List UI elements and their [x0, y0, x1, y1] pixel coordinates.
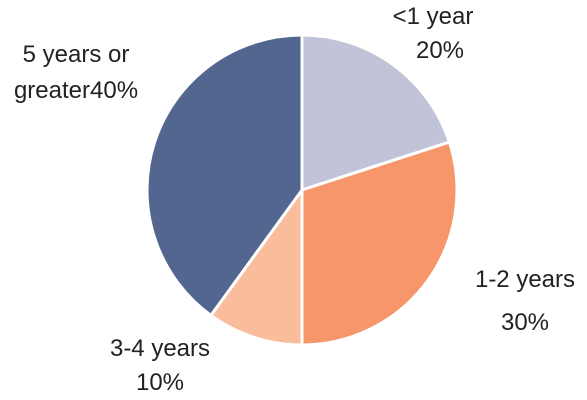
slice-label-line1: 5 years or [23, 41, 130, 68]
pie-labels: <1 year 20% 1-2 years 30% 3-4 years 10% 5 year… [14, 3, 575, 396]
slice-label-name: 1-2 years [475, 266, 575, 293]
slice-label-line2: greater40% [14, 77, 138, 104]
slice-label-name: 3-4 years [110, 335, 210, 362]
slice-label-value: 20% [416, 37, 464, 64]
pie-slices [145, 33, 459, 347]
slice-label-name: <1 year [393, 3, 474, 30]
pie-slice-3-4-years [209, 188, 304, 347]
slice-label-value: 10% [136, 369, 184, 396]
pie-slice-5-years-or-greater [145, 33, 304, 317]
pie-slice-1-2-years [300, 140, 459, 347]
slice-label-value: 30% [501, 309, 549, 336]
pie-slice-1-year [300, 33, 451, 192]
